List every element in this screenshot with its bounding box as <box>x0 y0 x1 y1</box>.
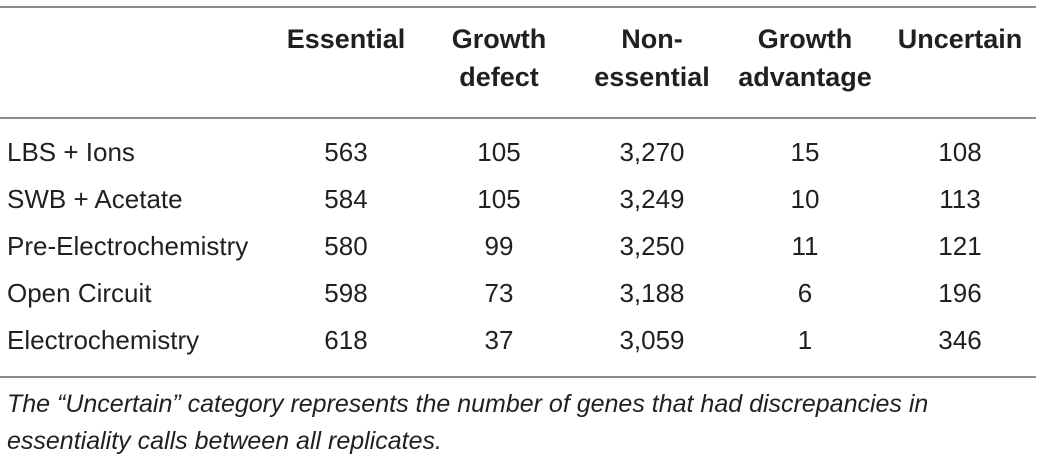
cell-non-essential: 3,250 <box>619 231 685 261</box>
cell-uncertain: 121 <box>938 231 982 261</box>
header-essential: Essential <box>282 20 410 58</box>
cell-growth-defect: 99 <box>484 231 514 261</box>
cell-growth-defect: 73 <box>484 278 514 308</box>
cell-essential: 584 <box>324 184 368 214</box>
cell-growth-advantage: 10 <box>790 184 820 214</box>
cell-growth-advantage: 1 <box>797 325 813 355</box>
table-bottom-rule <box>0 376 1036 378</box>
header-growth-defect-line-1: Growth <box>451 24 547 54</box>
row-label: Electrochemistry <box>7 325 200 355</box>
table-header-rule <box>0 117 1036 119</box>
cell-growth-defect: 105 <box>477 137 521 167</box>
header-uncertain: Uncertain <box>888 20 1032 58</box>
header-growth-defect: Growth defect <box>440 20 558 96</box>
cell-essential: 580 <box>324 231 368 261</box>
header-non-essential-line-2: essential <box>594 62 710 92</box>
cell-uncertain: 108 <box>938 137 982 167</box>
cell-non-essential: 3,249 <box>619 184 685 214</box>
table-row: LBS + Ions 563 105 3,270 15 108 <box>0 129 1036 176</box>
row-label: Open Circuit <box>7 278 152 308</box>
header-growth-advantage: Growth advantage <box>730 20 880 96</box>
header-growth-defect-line-2: defect <box>459 62 539 92</box>
cell-non-essential: 3,270 <box>619 137 685 167</box>
cell-growth-defect: 37 <box>484 325 514 355</box>
cell-growth-defect: 105 <box>477 184 521 214</box>
cell-uncertain: 113 <box>939 184 981 214</box>
table-top-rule <box>0 6 1036 8</box>
row-label: LBS + Ions <box>7 137 135 167</box>
header-non-essential: Non- essential <box>588 20 716 96</box>
header-non-essential-line-1: Non- <box>621 24 683 54</box>
header-growth-advantage-line-1: Growth <box>757 24 853 54</box>
cell-non-essential: 3,188 <box>619 278 685 308</box>
row-label: SWB + Acetate <box>7 184 183 214</box>
cell-non-essential: 3,059 <box>619 325 685 355</box>
table-row: Pre-Electrochemistry 580 99 3,250 11 121 <box>0 223 1036 270</box>
header-uncertain-line-1: Uncertain <box>897 24 1023 54</box>
table-row: Open Circuit 598 73 3,188 6 196 <box>0 270 1036 317</box>
header-essential-line-1: Essential <box>286 24 406 54</box>
header-growth-advantage-line-2: advantage <box>738 62 872 92</box>
cell-growth-advantage: 15 <box>790 137 820 167</box>
cell-growth-advantage: 6 <box>797 278 813 308</box>
table-footnote: The “Uncertain” category represents the … <box>7 390 929 455</box>
cell-essential: 563 <box>324 137 368 167</box>
cell-growth-advantage: 11 <box>791 231 819 261</box>
cell-essential: 598 <box>324 278 368 308</box>
row-label: Pre-Electrochemistry <box>7 231 249 261</box>
cell-uncertain: 196 <box>938 278 982 308</box>
cell-essential: 618 <box>324 325 368 355</box>
table-row: Electrochemistry 618 37 3,059 1 346 <box>0 317 1036 364</box>
table-row: SWB + Acetate 584 105 3,249 10 113 <box>0 176 1036 223</box>
cell-uncertain: 346 <box>938 325 982 355</box>
